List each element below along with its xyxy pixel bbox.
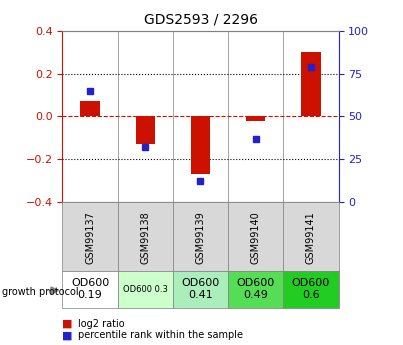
Text: GDS2593 / 2296: GDS2593 / 2296 — [145, 12, 258, 26]
Bar — [136, 117, 155, 144]
Bar — [173, 271, 228, 308]
Text: ■: ■ — [62, 331, 73, 340]
Text: log2 ratio: log2 ratio — [78, 319, 125, 328]
Bar — [62, 202, 118, 271]
Bar — [283, 271, 339, 308]
Bar — [191, 117, 210, 174]
Bar — [228, 271, 283, 308]
Text: OD600
0.19: OD600 0.19 — [71, 278, 109, 300]
Bar — [118, 271, 173, 308]
Text: GSM99140: GSM99140 — [251, 211, 261, 264]
Text: OD600
0.41: OD600 0.41 — [181, 278, 220, 300]
Bar — [283, 202, 339, 271]
Text: OD600 0.3: OD600 0.3 — [123, 285, 168, 294]
Text: GSM99138: GSM99138 — [140, 211, 150, 264]
Text: GSM99139: GSM99139 — [195, 211, 206, 264]
Text: GSM99141: GSM99141 — [306, 211, 316, 264]
Text: OD600
0.6: OD600 0.6 — [292, 278, 330, 300]
Bar — [81, 101, 100, 117]
Text: GSM99137: GSM99137 — [85, 211, 95, 264]
Text: OD600
0.49: OD600 0.49 — [237, 278, 275, 300]
Bar — [228, 202, 283, 271]
Text: ■: ■ — [62, 319, 73, 328]
Bar — [246, 117, 265, 121]
Bar — [62, 271, 118, 308]
Bar — [118, 202, 173, 271]
Bar — [301, 52, 320, 117]
Text: percentile rank within the sample: percentile rank within the sample — [78, 331, 243, 340]
Text: growth protocol: growth protocol — [2, 287, 79, 296]
Bar — [173, 202, 228, 271]
